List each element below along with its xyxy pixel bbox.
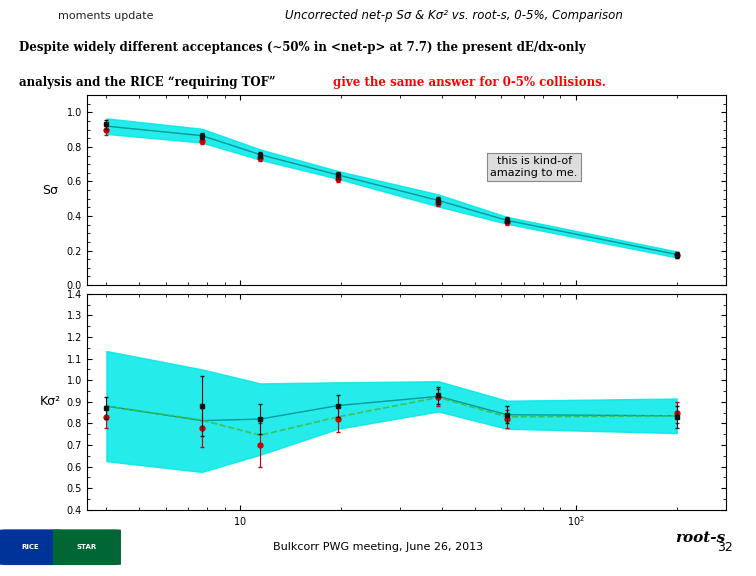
Text: Uncorrected net-p Sσ & Kσ² vs. root-s, 0-5%, Comparison: Uncorrected net-p Sσ & Kσ² vs. root-s, 0… bbox=[285, 9, 622, 22]
Text: Despite widely different acceptances (~50% in <net-p> at 7.7) the present dE/dx-: Despite widely different acceptances (~5… bbox=[19, 41, 586, 54]
Y-axis label: Sσ: Sσ bbox=[42, 184, 58, 196]
Text: this is kind-of
amazing to me.: this is kind-of amazing to me. bbox=[491, 157, 578, 178]
Text: 32: 32 bbox=[717, 541, 733, 554]
Text: root-s: root-s bbox=[676, 531, 726, 545]
FancyBboxPatch shape bbox=[0, 529, 60, 565]
Text: RICE: RICE bbox=[21, 544, 39, 550]
Text: analysis and the RICE “requiring TOF”: analysis and the RICE “requiring TOF” bbox=[19, 76, 280, 89]
Text: moments update: moments update bbox=[58, 11, 153, 21]
Text: Bulkcorr PWG meeting, June 26, 2013: Bulkcorr PWG meeting, June 26, 2013 bbox=[273, 542, 483, 552]
FancyBboxPatch shape bbox=[53, 529, 121, 565]
Text: give the same answer for 0-5% collisions.: give the same answer for 0-5% collisions… bbox=[333, 76, 606, 89]
Y-axis label: Kσ²: Kσ² bbox=[39, 395, 60, 408]
Text: STAR: STAR bbox=[77, 544, 97, 550]
